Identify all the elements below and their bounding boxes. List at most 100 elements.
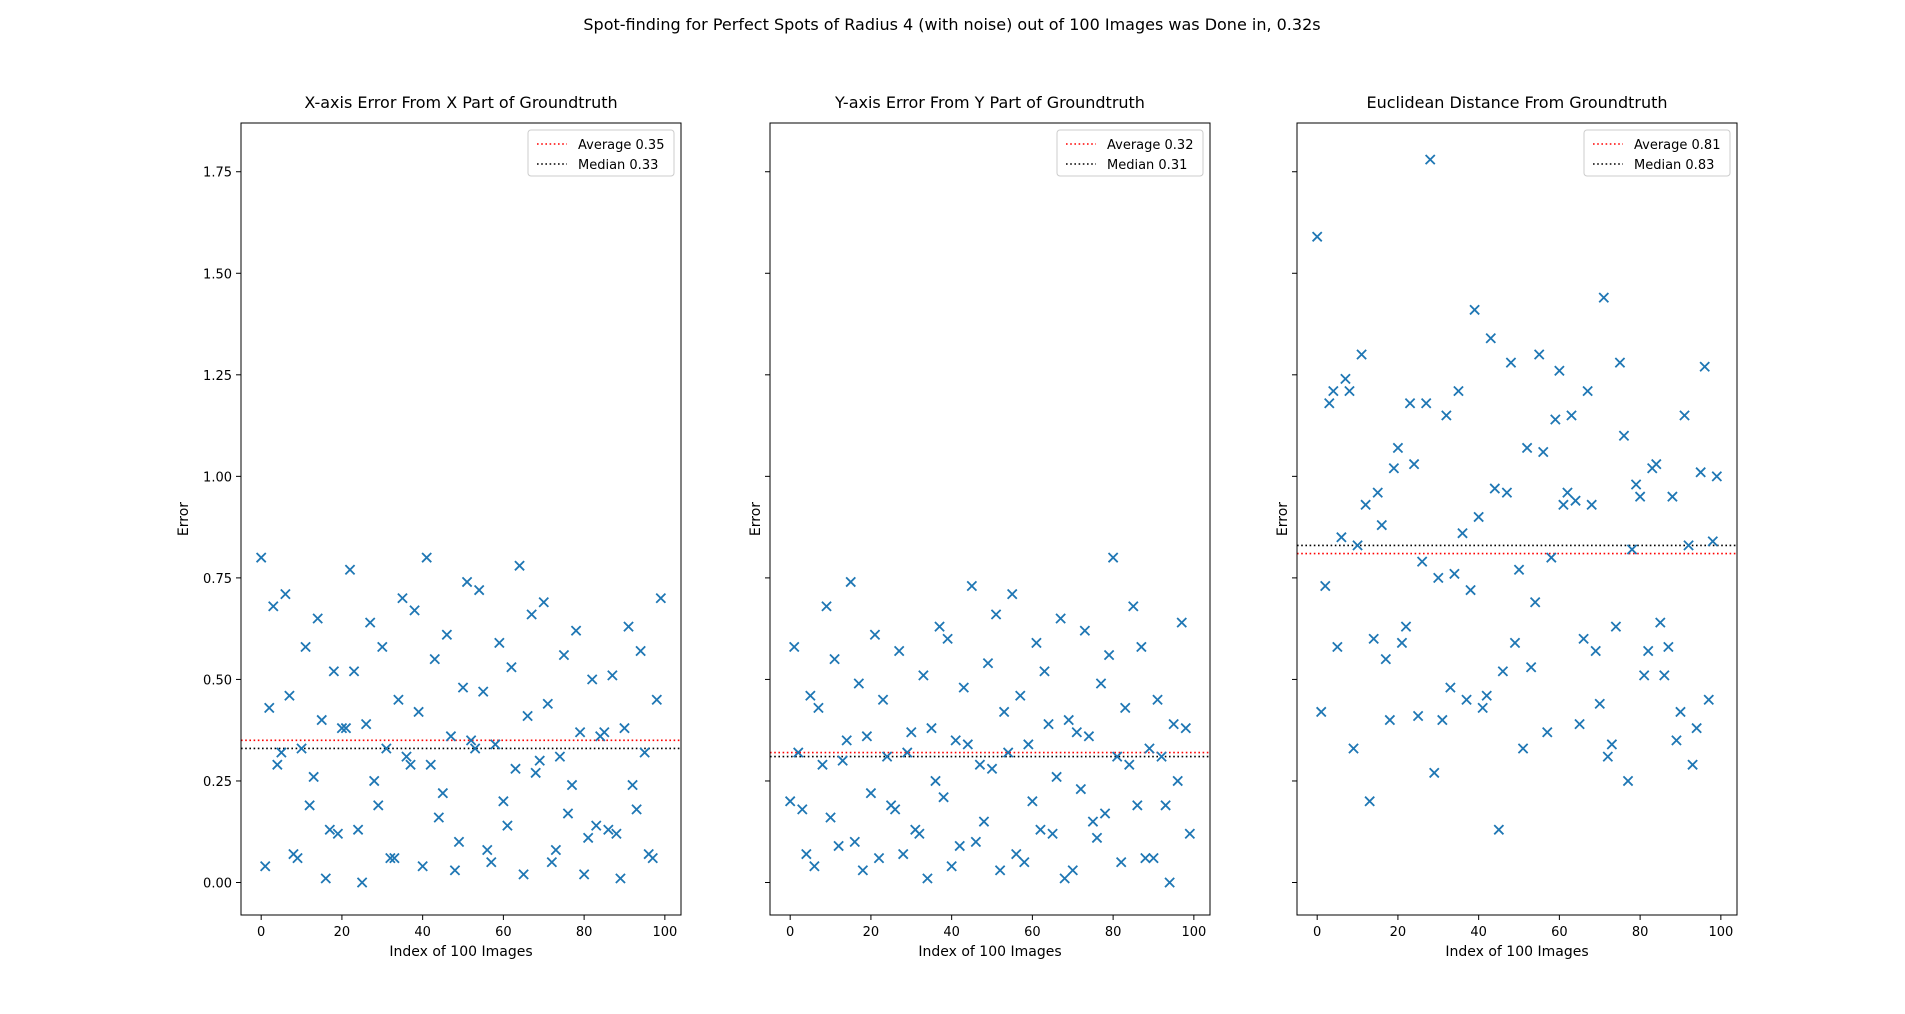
- data-point: [873, 852, 885, 864]
- data-point: [1332, 641, 1343, 653]
- data-point: [1542, 726, 1553, 738]
- data-point: [441, 629, 453, 640]
- data-point: [793, 747, 804, 758]
- data-point: [1404, 398, 1416, 409]
- data-point: [1570, 495, 1581, 506]
- data-point: [264, 702, 275, 714]
- data-point: [1311, 231, 1323, 242]
- legend: Average 0.35 Median 0.33: [527, 129, 675, 177]
- data-point: [465, 735, 477, 746]
- data-point: [946, 861, 957, 872]
- data-point: [1445, 682, 1456, 693]
- data-point: [930, 775, 941, 787]
- data-point: [1111, 751, 1123, 762]
- x-axis-label: Index of 100 Images: [1445, 944, 1588, 960]
- data-point: [1006, 588, 1018, 600]
- data-point: [381, 743, 392, 754]
- y-tick-label: 0.25: [203, 775, 232, 790]
- data-point: [554, 751, 566, 762]
- data-point: [1023, 739, 1034, 750]
- x-tick-label: 20: [334, 925, 351, 940]
- x-tick-label: 60: [1551, 925, 1568, 940]
- data-point: [1184, 828, 1196, 840]
- data-point: [562, 808, 574, 819]
- data-point: [1667, 491, 1678, 502]
- data-point: [1602, 751, 1614, 762]
- data-point: [1695, 467, 1706, 478]
- data-point: [1453, 385, 1464, 397]
- data-point: [994, 865, 1006, 876]
- x-tick-label: 40: [414, 925, 431, 940]
- data-point: [1501, 487, 1513, 498]
- data-point: [1019, 856, 1030, 868]
- legend-box: [1056, 129, 1204, 177]
- data-point: [449, 865, 461, 876]
- data-point: [627, 779, 638, 791]
- data-point: [300, 641, 311, 653]
- data-point: [377, 641, 388, 653]
- data-point: [522, 710, 533, 722]
- data-point: [1566, 410, 1577, 421]
- axes-frame: [769, 122, 1211, 916]
- data-point: [469, 743, 481, 754]
- data-point: [934, 621, 945, 632]
- x-tick-label: 80: [576, 925, 593, 940]
- data-point: [1493, 824, 1505, 835]
- data-point: [429, 653, 440, 665]
- data-point: [849, 836, 861, 848]
- data-point: [1115, 856, 1127, 868]
- data-point: [1614, 357, 1626, 368]
- data-point: [272, 759, 283, 770]
- y-tick-label: 1.00: [203, 470, 232, 485]
- data-point: [1562, 487, 1573, 498]
- y-axis-label: Error: [1275, 502, 1291, 536]
- data-point: [1659, 670, 1670, 681]
- legend-box: [527, 129, 675, 177]
- legend-box: [1583, 129, 1731, 177]
- data-point: [1396, 637, 1408, 649]
- data-point: [998, 706, 1010, 718]
- data-point: [413, 706, 424, 718]
- x-tick-label: 100: [1708, 925, 1733, 940]
- data-point: [1356, 349, 1367, 360]
- data-point: [922, 873, 933, 884]
- legend: Average 0.81 Median 0.83: [1583, 129, 1731, 177]
- data-point: [570, 625, 582, 636]
- data-point: [542, 698, 554, 710]
- data-point: [498, 796, 509, 807]
- data-point: [623, 621, 634, 632]
- data-point: [1132, 800, 1143, 811]
- data-point: [1634, 491, 1646, 502]
- data-point: [1513, 564, 1525, 576]
- data-point: [990, 609, 1002, 620]
- data-point: [1324, 398, 1335, 409]
- data-point: [1594, 698, 1605, 710]
- data-point: [970, 836, 982, 848]
- data-point: [461, 576, 473, 588]
- data-point: [482, 844, 493, 856]
- data-point: [405, 759, 416, 770]
- data-point: [590, 820, 602, 831]
- data-point: [433, 812, 445, 823]
- data-point: [631, 804, 642, 815]
- data-point: [1372, 487, 1383, 498]
- data-point: [797, 804, 808, 815]
- x-tick-label: 40: [943, 925, 960, 940]
- chart-panel-1: X-axis Error From X Part of Groundtruth 0…: [176, 93, 682, 960]
- data-point: [1099, 808, 1111, 819]
- data-point: [1509, 637, 1521, 649]
- data-point: [801, 848, 812, 860]
- data-point: [477, 686, 489, 697]
- data-point: [1554, 365, 1565, 376]
- x-tick-label: 0: [786, 925, 794, 940]
- data-point: [1437, 714, 1448, 726]
- data-point: [280, 588, 291, 600]
- data-point: [1328, 385, 1339, 397]
- data-point: [1574, 718, 1585, 730]
- data-point: [352, 824, 364, 835]
- data-point: [1525, 662, 1537, 673]
- data-point: [1388, 462, 1400, 474]
- data-point: [837, 755, 848, 766]
- data-point: [841, 735, 852, 746]
- data-point: [813, 702, 824, 714]
